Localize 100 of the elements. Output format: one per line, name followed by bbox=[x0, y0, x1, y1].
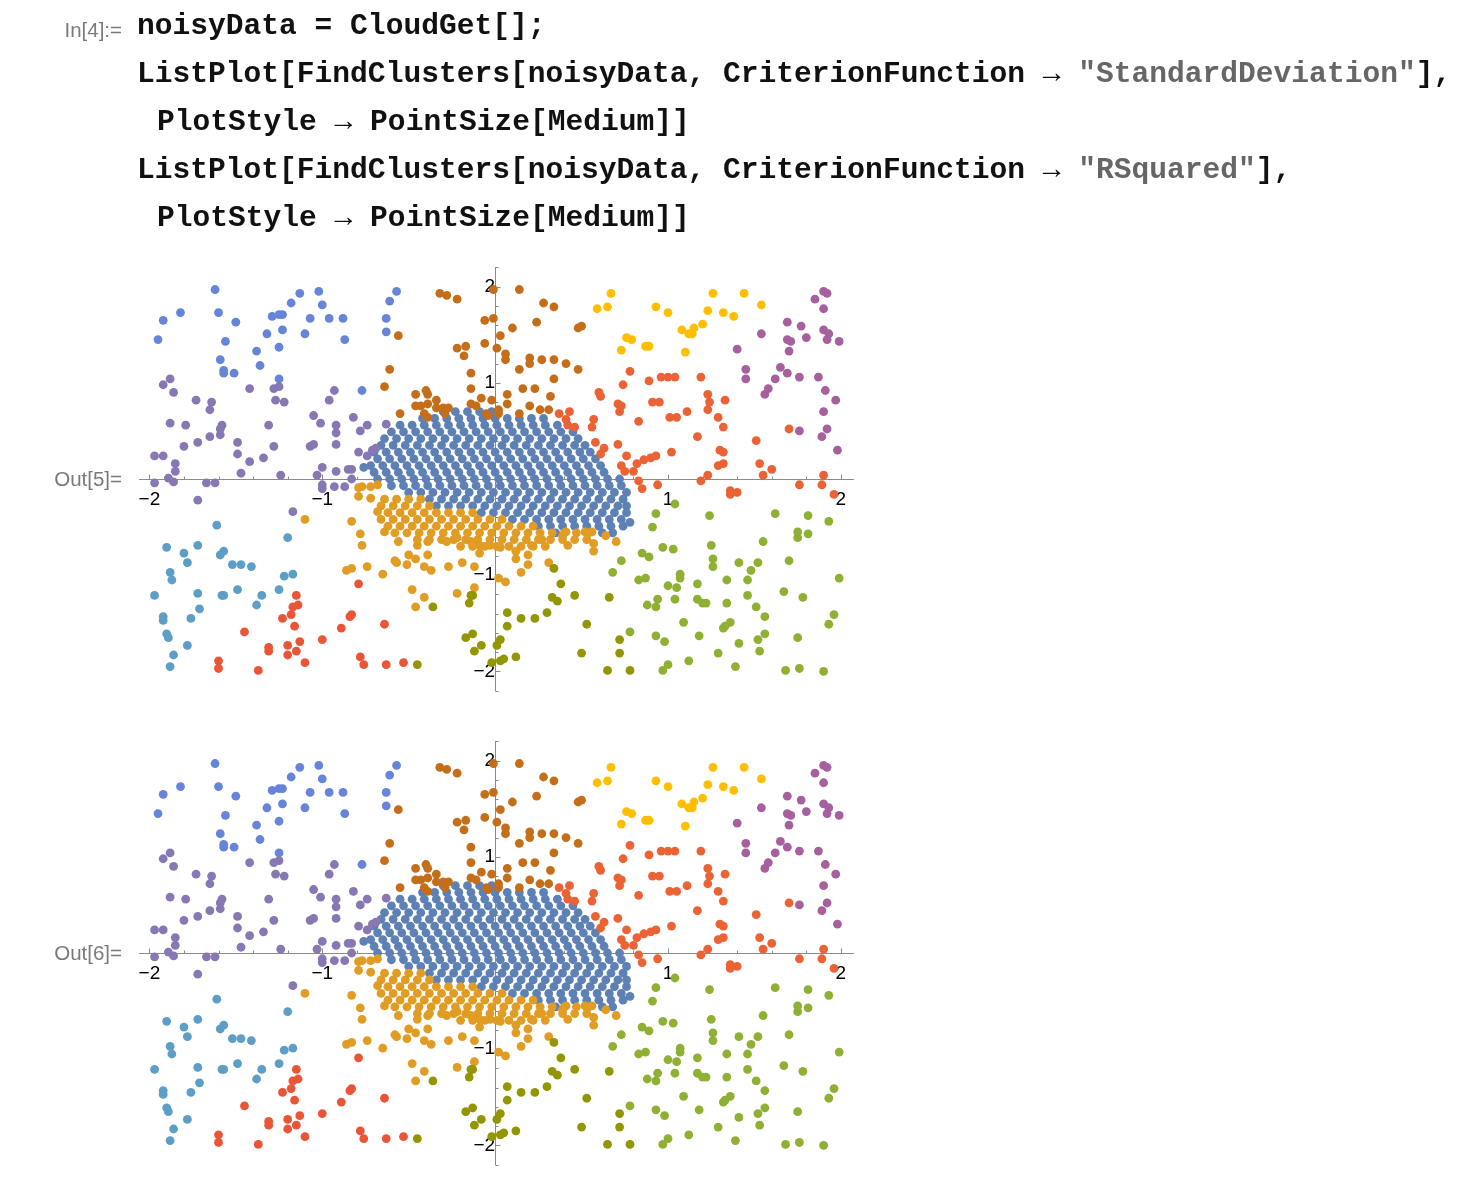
point bbox=[820, 386, 830, 395]
point bbox=[257, 1064, 267, 1074]
point bbox=[819, 778, 829, 788]
point bbox=[381, 1134, 391, 1144]
point bbox=[252, 820, 261, 830]
point bbox=[732, 344, 742, 354]
point bbox=[663, 782, 673, 792]
point bbox=[186, 614, 196, 623]
point bbox=[293, 600, 303, 610]
point bbox=[516, 614, 526, 623]
point bbox=[552, 596, 562, 606]
point bbox=[502, 1082, 512, 1092]
point bbox=[381, 801, 391, 811]
point bbox=[176, 308, 185, 318]
point bbox=[274, 342, 284, 352]
text: PlotStyle → PointSize[Medium]] bbox=[157, 105, 690, 139]
point bbox=[300, 329, 310, 339]
point bbox=[274, 848, 284, 858]
point bbox=[214, 664, 223, 673]
point bbox=[651, 302, 661, 312]
point bbox=[476, 1114, 486, 1124]
point bbox=[822, 335, 832, 344]
point bbox=[163, 1107, 173, 1117]
point bbox=[399, 1132, 408, 1142]
point bbox=[680, 347, 690, 357]
point bbox=[729, 312, 739, 321]
point bbox=[150, 590, 159, 600]
point bbox=[293, 1074, 303, 1084]
point bbox=[183, 1032, 192, 1042]
point bbox=[795, 846, 804, 856]
point bbox=[219, 546, 229, 556]
point bbox=[214, 782, 223, 792]
point bbox=[708, 762, 718, 772]
point bbox=[651, 776, 661, 786]
point bbox=[283, 1114, 293, 1124]
point bbox=[819, 881, 829, 891]
point bbox=[570, 1064, 580, 1074]
point bbox=[428, 1076, 438, 1086]
point bbox=[355, 652, 365, 662]
point bbox=[556, 579, 566, 589]
point bbox=[603, 666, 612, 675]
point bbox=[495, 656, 505, 666]
point bbox=[314, 287, 324, 296]
point bbox=[227, 560, 237, 569]
point bbox=[819, 304, 829, 314]
point bbox=[252, 346, 261, 356]
point bbox=[314, 761, 324, 770]
point bbox=[760, 389, 770, 399]
point bbox=[246, 562, 256, 571]
point bbox=[511, 652, 521, 662]
point bbox=[179, 1022, 189, 1032]
point bbox=[300, 658, 310, 668]
point bbox=[231, 317, 241, 327]
point bbox=[252, 1074, 261, 1084]
point bbox=[703, 306, 713, 316]
point bbox=[193, 1063, 203, 1072]
point bbox=[233, 585, 242, 595]
point bbox=[782, 842, 792, 852]
point bbox=[262, 803, 272, 813]
point bbox=[255, 835, 265, 844]
point bbox=[354, 579, 363, 589]
point bbox=[300, 1132, 310, 1142]
point bbox=[606, 762, 616, 772]
point bbox=[283, 1007, 293, 1017]
x-tick-label: 1 bbox=[662, 487, 674, 509]
point bbox=[502, 1095, 512, 1105]
point bbox=[552, 1070, 562, 1080]
point bbox=[412, 1134, 422, 1144]
point bbox=[212, 994, 222, 1004]
point bbox=[236, 1034, 246, 1043]
point bbox=[286, 1084, 296, 1094]
point bbox=[158, 789, 168, 799]
point bbox=[464, 598, 474, 608]
point bbox=[169, 650, 178, 660]
point bbox=[340, 809, 350, 818]
point bbox=[233, 1059, 242, 1069]
point bbox=[822, 424, 832, 434]
point bbox=[428, 602, 438, 612]
point bbox=[464, 1072, 474, 1082]
point bbox=[775, 837, 785, 846]
point bbox=[492, 641, 502, 650]
point bbox=[357, 860, 367, 869]
point bbox=[820, 860, 830, 869]
point bbox=[732, 818, 742, 828]
point bbox=[381, 660, 391, 670]
point bbox=[810, 294, 820, 304]
point bbox=[291, 1064, 301, 1074]
point bbox=[822, 288, 832, 298]
point bbox=[278, 614, 287, 623]
point bbox=[542, 1082, 552, 1092]
point bbox=[219, 1020, 229, 1030]
point bbox=[324, 313, 334, 323]
point bbox=[357, 386, 367, 395]
point bbox=[739, 762, 749, 772]
point bbox=[317, 1109, 327, 1119]
point bbox=[165, 1041, 175, 1051]
point bbox=[616, 345, 626, 355]
point bbox=[381, 787, 391, 797]
point bbox=[831, 869, 841, 879]
point bbox=[392, 761, 401, 770]
